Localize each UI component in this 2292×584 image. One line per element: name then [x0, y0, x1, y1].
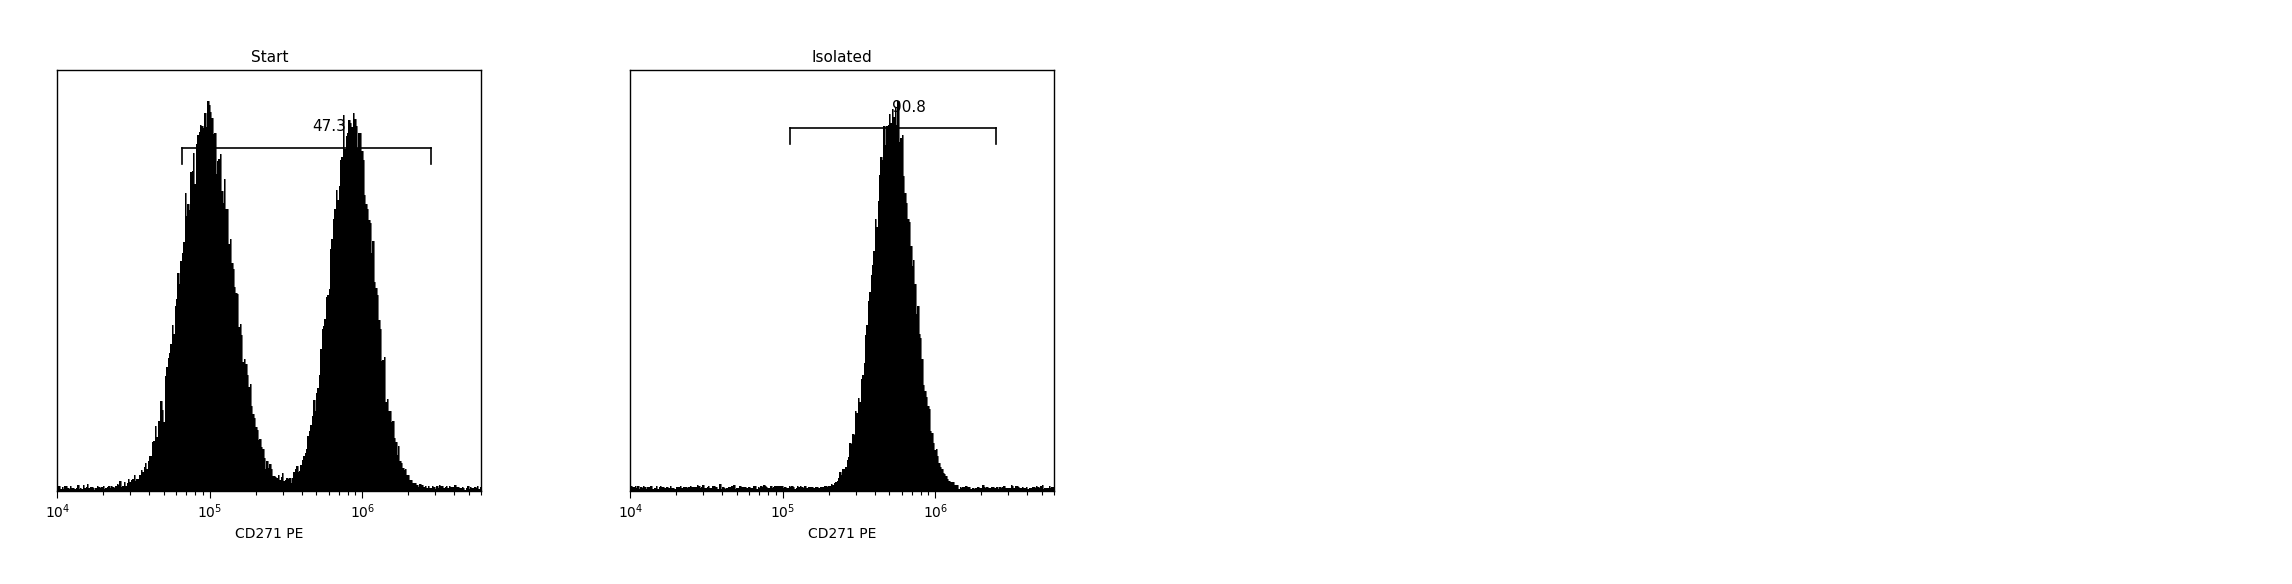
Title: Start: Start: [250, 50, 289, 65]
Polygon shape: [57, 101, 481, 491]
X-axis label: CD271 PE: CD271 PE: [809, 527, 876, 541]
Title: Isolated: Isolated: [811, 50, 873, 65]
Text: 47.3: 47.3: [312, 119, 346, 134]
Text: 90.8: 90.8: [892, 100, 926, 115]
X-axis label: CD271 PE: CD271 PE: [236, 527, 303, 541]
Polygon shape: [630, 101, 1054, 491]
